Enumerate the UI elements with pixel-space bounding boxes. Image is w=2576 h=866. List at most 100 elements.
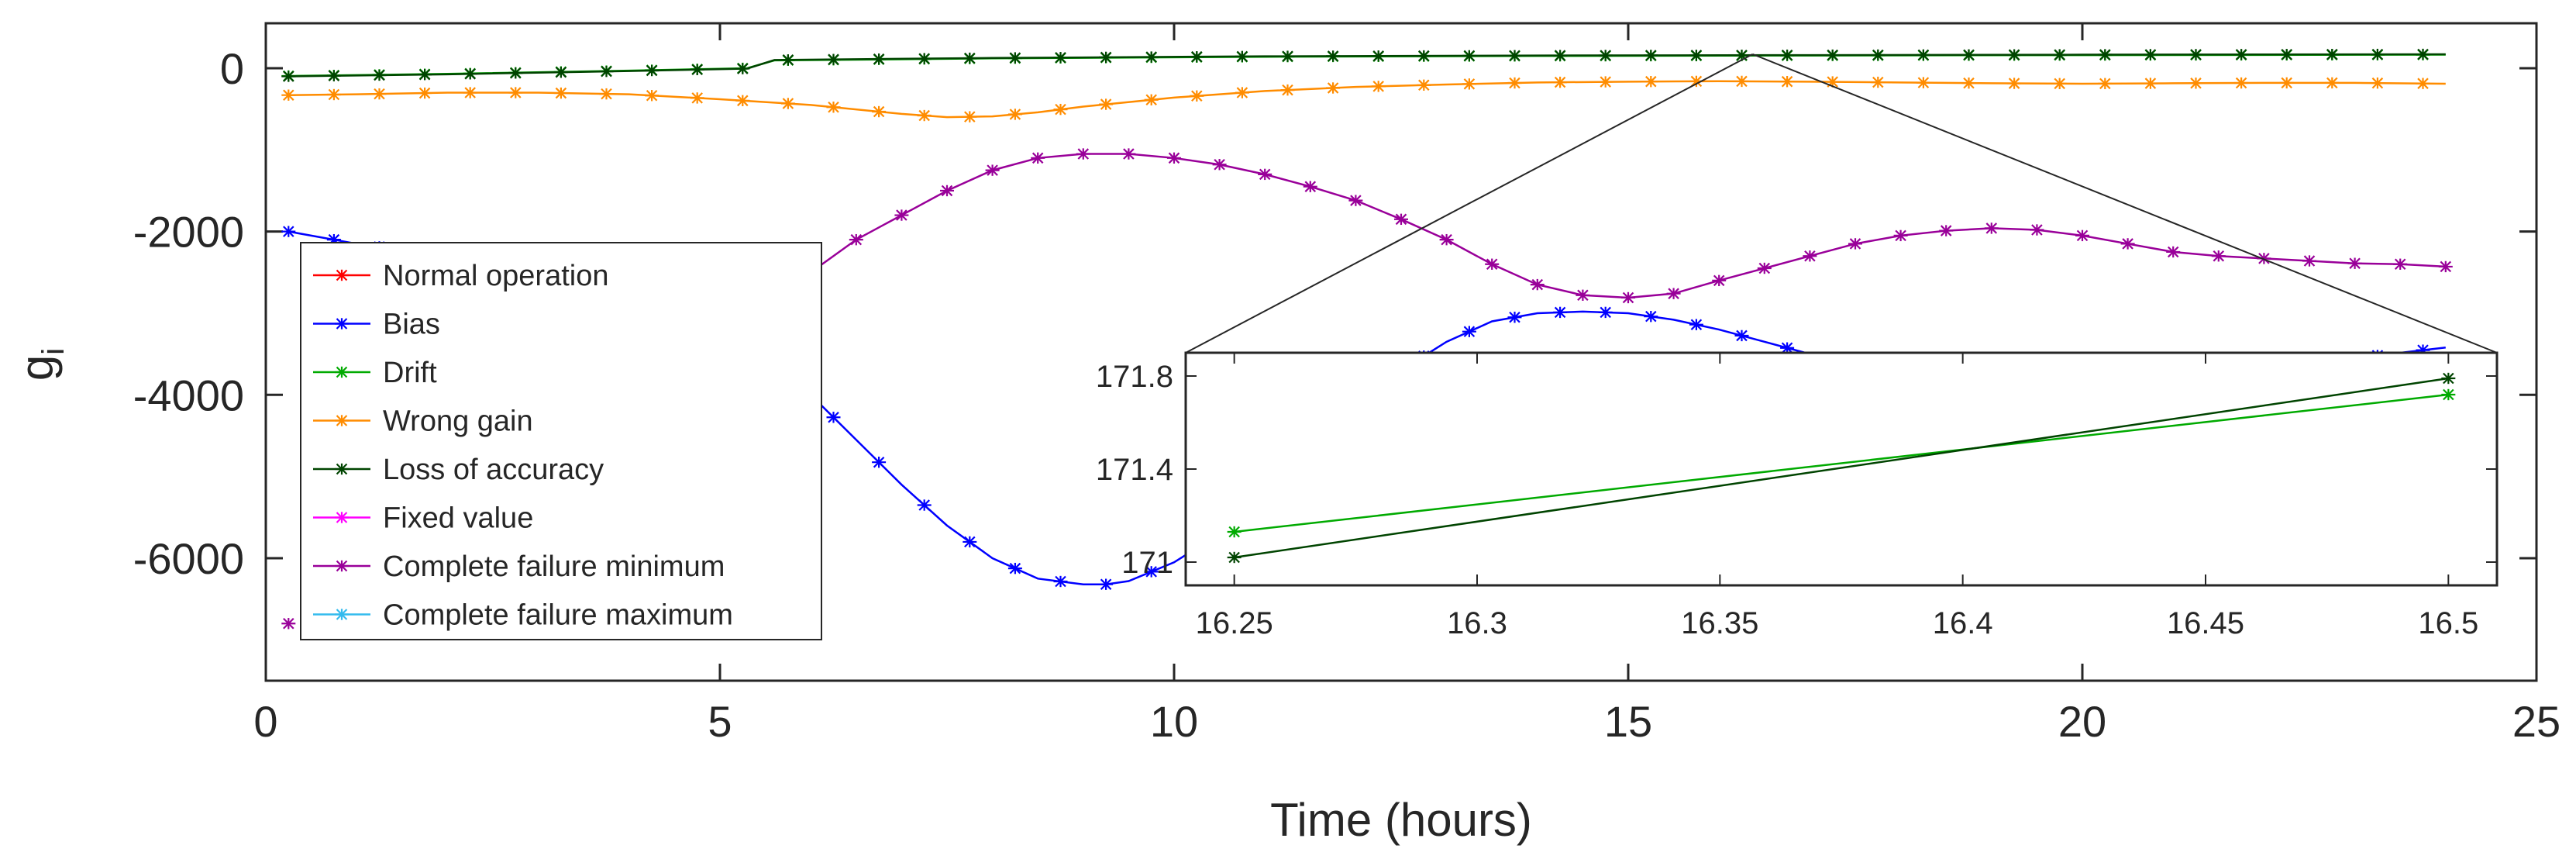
data-point-bias [963, 536, 977, 548]
data-point-loss-of-accuracy [1825, 49, 1840, 61]
x-tick-label: 10 [1150, 697, 1198, 746]
data-point-loss-of-accuracy [826, 53, 841, 65]
data-point-loss-of-accuracy [1280, 50, 1295, 62]
data-point-complete-failure-minimum [1712, 274, 1727, 287]
legend-swatch-marker [335, 318, 349, 329]
legend-item-bias: Bias [313, 309, 440, 341]
zoom-line-right [1752, 53, 2498, 354]
data-point-loss-of-accuracy [326, 70, 341, 81]
data-point-complete-failure-minimum [1485, 258, 1500, 271]
data-point-loss-of-accuracy [1871, 49, 1886, 61]
data-point-complete-failure-minimum [1984, 223, 1999, 234]
data-point-wrong-gain [2325, 77, 2340, 89]
data-point-wrong-gain [1144, 94, 1159, 106]
data-point-bias [281, 226, 296, 237]
data-point-loss-of-accuracy [1326, 50, 1341, 62]
inset-data-point-drift [1227, 526, 1242, 538]
data-point-loss-of-accuracy [1053, 51, 1068, 64]
legend-label: Drift [383, 357, 437, 389]
data-point-complete-failure-minimum [1212, 158, 1227, 171]
data-point-bias [1144, 566, 1159, 578]
legend-swatch-marker [335, 269, 349, 281]
data-point-loss-of-accuracy [281, 71, 296, 82]
data-point-complete-failure-minimum [1666, 288, 1681, 299]
y-axis-label-subscript: i [36, 348, 71, 355]
data-point-loss-of-accuracy [1190, 50, 1204, 63]
data-point-loss-of-accuracy [735, 63, 750, 74]
data-point-complete-failure-minimum [1394, 213, 1408, 226]
data-point-wrong-gain [2234, 77, 2249, 89]
x-tick-label: 15 [1604, 697, 1652, 746]
legend-label: Normal operation [383, 260, 608, 292]
legend-swatch-marker [335, 415, 349, 426]
data-point-loss-of-accuracy [2052, 49, 2067, 60]
data-point-loss-of-accuracy [1598, 50, 1613, 61]
data-point-loss-of-accuracy [372, 69, 387, 81]
data-point-complete-failure-minimum [849, 233, 863, 246]
data-point-bias [1780, 342, 1795, 354]
inset-x-tick-label: 16.3 [1447, 606, 1507, 640]
data-point-wrong-gain [1961, 77, 1976, 89]
data-point-wrong-gain [508, 87, 523, 98]
y-tick-label: -2000 [133, 208, 244, 257]
data-point-complete-failure-minimum [2438, 260, 2453, 273]
data-point-wrong-gain [463, 87, 477, 98]
data-point-wrong-gain [2007, 78, 2022, 89]
inset-y-tick-label: 171.4 [1096, 453, 1173, 487]
data-point-wrong-gain [780, 98, 795, 109]
legend-swatch-marker [335, 463, 349, 475]
inset-plot: 16.25 16.3 16.35 16.4 16.45 16.5 171.8171.417… [1096, 351, 2499, 640]
data-point-complete-failure-minimum [985, 164, 1000, 176]
data-point-complete-failure-minimum [1076, 148, 1090, 160]
data-point-complete-failure-minimum [1348, 195, 1363, 206]
data-point-bias [872, 456, 887, 468]
data-point-loss-of-accuracy [1007, 52, 1022, 64]
data-point-bias [1553, 306, 1568, 319]
data-point-wrong-gain [326, 88, 341, 101]
legend-items: Normal operation Bias Drift Wrong gain Loss … [313, 260, 733, 632]
legend-label: Bias [383, 309, 440, 341]
data-point-wrong-gain [645, 89, 659, 102]
data-point-wrong-gain [553, 87, 568, 99]
data-point-complete-failure-minimum [894, 209, 909, 221]
data-point-complete-failure-minimum [1939, 225, 1954, 236]
data-point-wrong-gain [1644, 75, 1658, 88]
main-y-ticks: 0 -2000 -4000 -6000 [133, 44, 2536, 583]
data-point-wrong-gain [1007, 109, 1022, 120]
legend-swatch-marker [335, 366, 349, 378]
inset-x-tick-label: 16.45 [2167, 606, 2244, 640]
data-point-loss-of-accuracy [1553, 50, 1568, 61]
legend-item-fixed-value: Fixed value [313, 502, 533, 535]
data-point-bias [826, 412, 841, 423]
zoom-line-left [1185, 53, 1754, 354]
inset-series-line-loss-of-accuracy [1234, 377, 2449, 559]
data-point-loss-of-accuracy [2143, 49, 2158, 60]
data-point-wrong-gain [599, 88, 614, 100]
data-point-loss-of-accuracy [780, 53, 795, 66]
data-point-complete-failure-minimum [1757, 262, 1772, 274]
y-tick-label: -6000 [133, 534, 244, 583]
data-point-loss-of-accuracy [1689, 50, 1703, 61]
legend-item-wrong-gain: Wrong gain [313, 405, 533, 438]
data-point-loss-of-accuracy [2234, 49, 2249, 60]
data-point-wrong-gain [1371, 81, 1386, 92]
data-point-loss-of-accuracy [1417, 50, 1431, 62]
data-point-complete-failure-minimum [2030, 224, 2044, 236]
data-point-bias [1644, 310, 1658, 323]
data-point-loss-of-accuracy [2325, 48, 2340, 60]
data-point-complete-failure-minimum [1576, 289, 1590, 302]
legend: Normal operation Bias Drift Wrong gain Loss … [300, 242, 822, 640]
data-point-bias [917, 499, 932, 511]
data-point-loss-of-accuracy [1462, 50, 1476, 62]
data-point-loss-of-accuracy [2189, 49, 2203, 60]
data-point-complete-failure-minimum [2166, 246, 2181, 258]
data-point-bias [1099, 578, 1114, 590]
data-point-bias [1007, 562, 1022, 574]
y-tick-label: -4000 [133, 371, 244, 419]
y-tick-label: 0 [220, 44, 244, 93]
data-point-complete-failure-minimum [1258, 168, 1273, 181]
data-point-complete-failure-minimum [2257, 253, 2271, 264]
data-point-wrong-gain [1780, 75, 1795, 88]
data-point-loss-of-accuracy [1916, 49, 1930, 61]
data-point-loss-of-accuracy [1961, 49, 1976, 61]
